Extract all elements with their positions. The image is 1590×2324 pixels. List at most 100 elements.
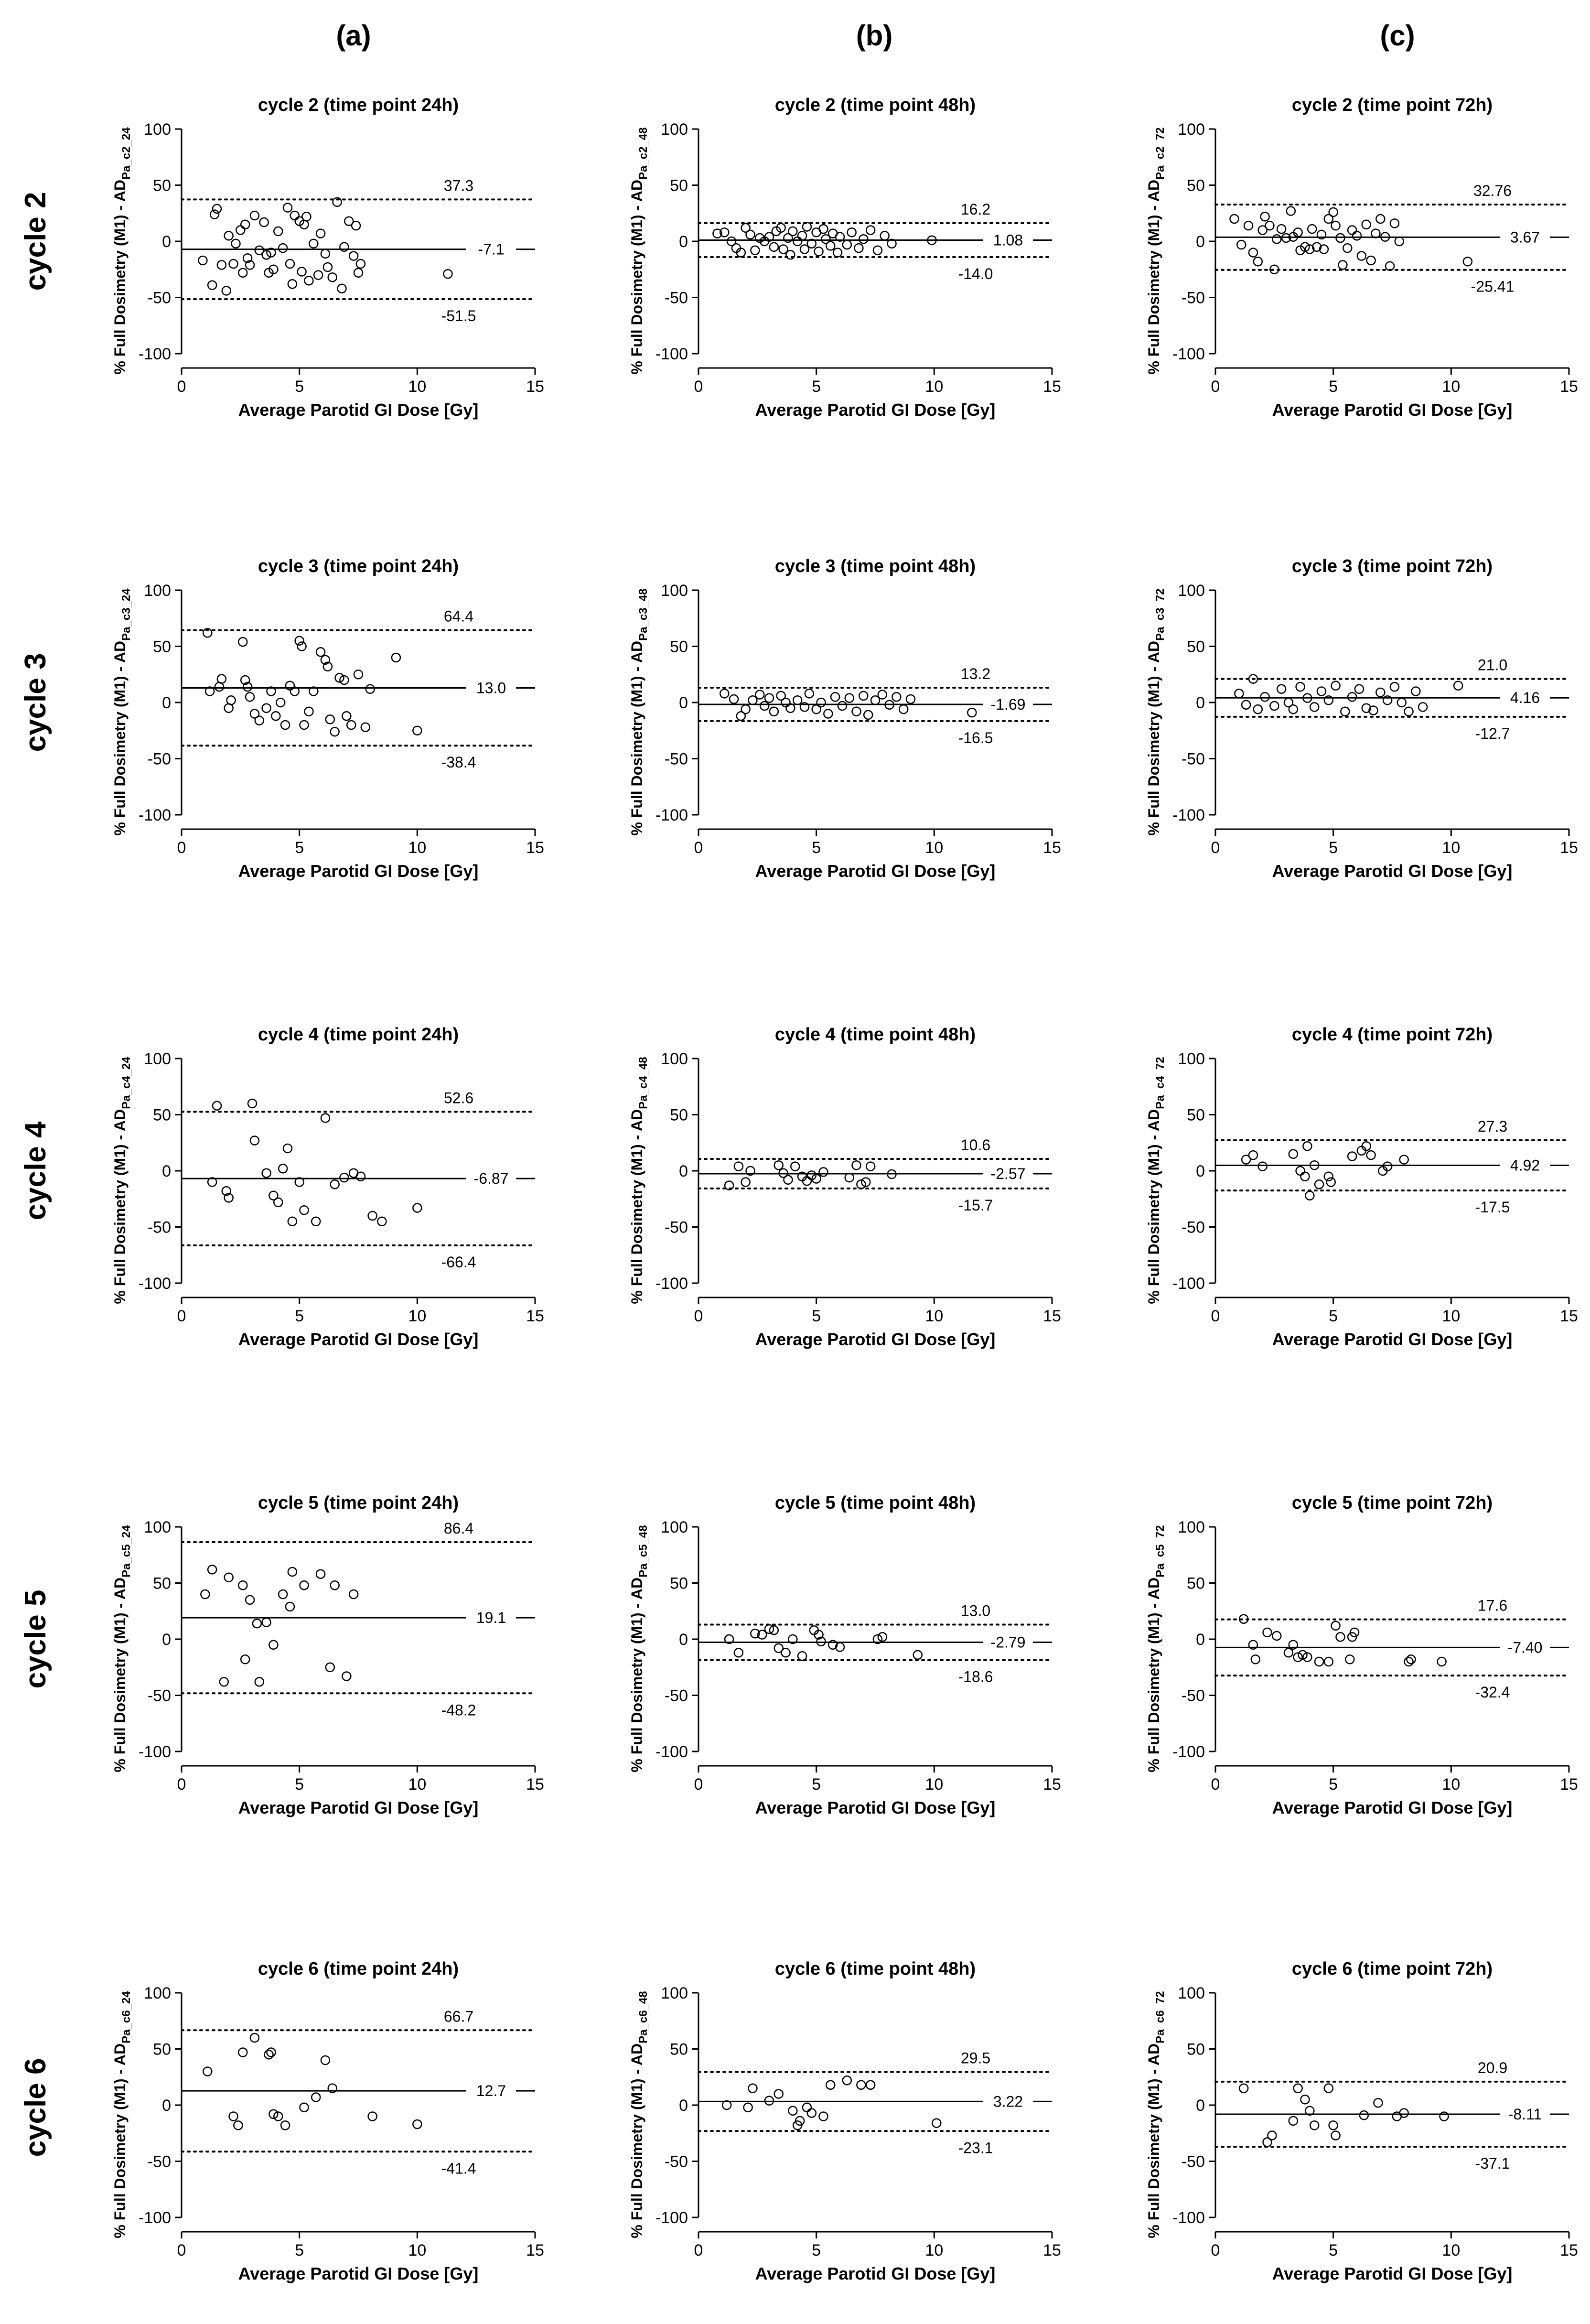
data-point [913,1650,923,1660]
data-point [315,647,326,657]
data-point [821,234,831,244]
y-tick-label: -100 [139,806,171,824]
data-point [1281,233,1291,243]
data-point [898,704,909,714]
data-point [814,246,824,257]
data-point [1269,701,1279,711]
y-tick-label: 50 [153,177,171,195]
data-point [757,1630,767,1640]
data-point [1323,695,1334,705]
data-point [1253,704,1263,714]
lower-loa-label: -48.2 [441,1701,476,1719]
data-point [724,1634,734,1644]
upper-loa-label: 66.7 [444,2008,473,2025]
y-tick-label: 0 [1196,1162,1205,1180]
data-point [1453,681,1463,691]
data-point [297,267,307,277]
lower-loa-label: -23.1 [958,2139,993,2156]
x-tick-label: 15 [1043,1307,1061,1325]
y-tick-label: 50 [1187,1106,1205,1124]
data-point [1352,231,1362,241]
data-point [245,260,255,270]
y-tick-label: 0 [1196,694,1205,712]
y-tick-label: 100 [661,1518,688,1536]
data-point [242,253,253,263]
y-tick-label: -50 [148,289,171,307]
x-tick-label: 10 [925,378,943,396]
x-tick-label: 0 [177,2241,186,2259]
data-point [826,2080,836,2090]
data-point [806,2108,817,2118]
data-point [1265,220,1275,231]
y-axis-label-main: % Full Dosimetry (M1) - AD [111,1109,129,1304]
data-point [330,1580,340,1590]
data-point [743,2102,753,2112]
data-point [788,1634,798,1644]
x-tick-label: 5 [295,2241,304,2259]
y-axis-label-subscript: Pa_c3_72 [1154,588,1167,640]
data-point [252,1618,262,1629]
data-point [1331,2130,1341,2140]
data-point [1335,233,1345,243]
data-point [720,688,730,699]
y-axis-label-main: % Full Dosimetry (M1) - AD [628,1578,645,1773]
panel-c2_48: cycle 2 (time point 48h) 100 50 0 -50 -100 0 5 1… [628,95,1061,420]
x-tick-label: 10 [408,378,426,396]
y-tick-label: 100 [661,120,688,139]
data-point [322,262,333,272]
data-point [769,706,779,717]
data-point [877,1632,888,1642]
data-point [207,1177,217,1187]
data-point [851,706,861,717]
data-point [209,209,220,219]
panel-title: cycle 5 (time point 24h) [258,1493,459,1513]
data-point [203,628,213,638]
data-point [1375,214,1386,224]
y-tick-label: -100 [1172,1275,1205,1293]
data-point [412,1203,422,1213]
y-tick-label: 50 [153,638,171,656]
data-point [221,286,231,296]
x-tick-label: 10 [925,839,943,857]
x-tick-label: 15 [526,1775,544,1794]
panel-title: cycle 3 (time point 72h) [1292,556,1493,576]
data-point [859,234,869,244]
data-point [304,706,314,717]
lower-loa-label: -12.7 [1475,725,1510,742]
data-point [887,238,897,249]
data-point [1248,1640,1258,1650]
data-point [249,709,260,719]
lower-loa-label: -16.5 [958,729,993,746]
data-point [245,692,255,702]
data-point [818,224,828,234]
data-point [348,251,359,261]
data-point [219,1677,229,1687]
data-point [726,236,737,247]
y-axis-label-subscript: Pa_c4_72 [1154,1057,1167,1109]
data-point [231,238,241,249]
data-point [269,1190,279,1200]
data-point [1307,224,1317,234]
data-point [1229,214,1239,224]
data-point [1389,218,1400,228]
panel-c5_24: cycle 5 (time point 24h) 100 50 0 -50 -100 0 5 1… [111,1493,544,1817]
y-tick-label: 0 [1196,1631,1205,1649]
x-tick-label: 5 [812,378,821,396]
y-tick-label: 50 [1187,638,1205,656]
data-point [1248,1150,1258,1160]
data-point [783,233,793,243]
data-point [755,690,765,700]
data-point [844,693,854,703]
data-point [712,228,722,238]
x-tick-label: 5 [1329,839,1338,857]
data-point [1382,1161,1393,1171]
x-axis-label: Average Parotid GI Dose [Gy] [755,1330,996,1349]
x-axis-label: Average Parotid GI Dose [Gy] [238,1330,479,1349]
data-point [870,695,881,705]
bias-value-label: 4.16 [1510,689,1540,706]
y-axis-label-main: % Full Dosimetry (M1) - AD [1145,1578,1162,1773]
data-point [790,1161,800,1171]
data-point [1316,229,1327,240]
data-point [254,245,265,256]
y-tick-label: -100 [655,806,688,824]
